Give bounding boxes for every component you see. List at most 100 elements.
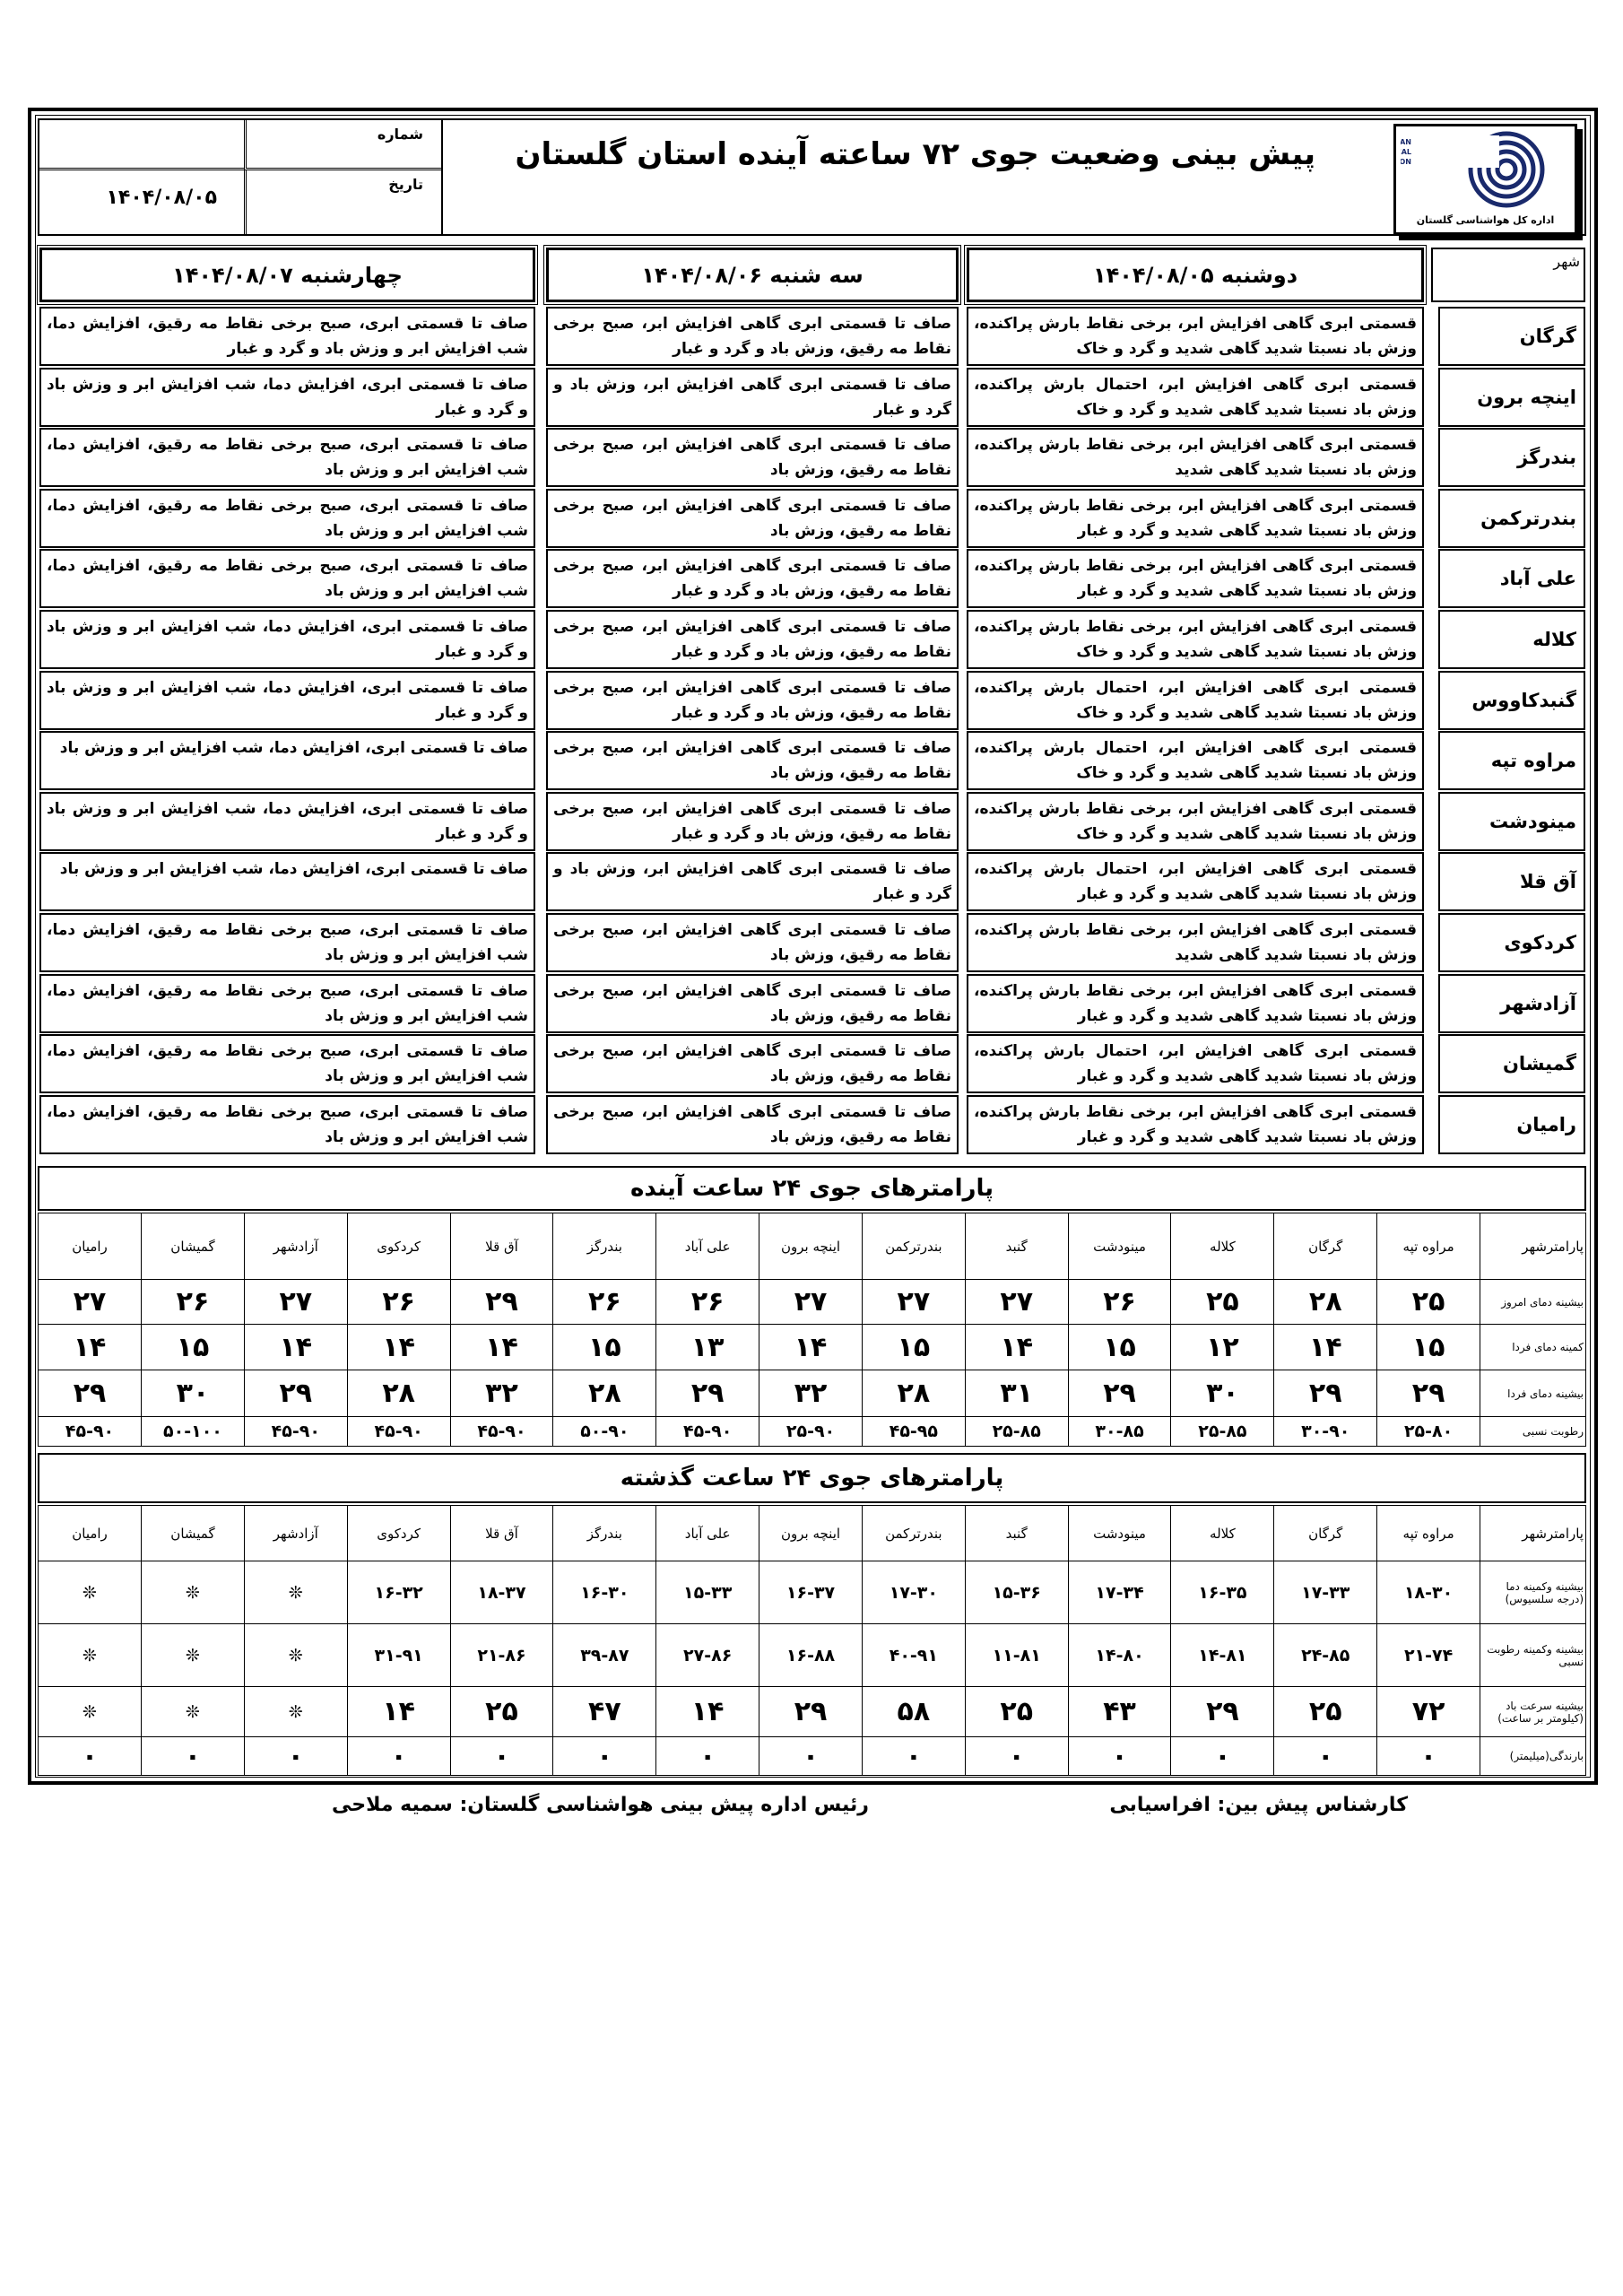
- column-header: بندرگز: [552, 1505, 657, 1561]
- table-cell: ۱۴: [37, 1324, 143, 1370]
- forecast-day1: قسمتی ابری گاهی افزایش ابر، برخی نقاط با…: [967, 428, 1424, 488]
- forecast-day3: صاف تا قسمتی ابری، افزایش دما، شب افزایش…: [39, 731, 535, 791]
- forecast-day1: قسمتی ابری گاهی افزایش ابر، برخی نقاط با…: [967, 973, 1424, 1033]
- forecast-day3: صاف تا قسمتی ابری، صبح برخی نقاط مه رقیق…: [39, 973, 535, 1033]
- day-header-3: چهارشنبه ۱۴۰۴/۰۸/۰۷: [37, 245, 538, 305]
- table-cell: ۲۷: [861, 1279, 966, 1325]
- table-cell: ۰: [759, 1736, 863, 1776]
- table-cell: ❊: [243, 1686, 348, 1737]
- forecast-row: آق قلا قسمتی ابری گاهی افزایش ابر، احتمال…: [39, 852, 1585, 913]
- city-name: بندرترکمن: [1438, 488, 1585, 548]
- table-cell: ۲۹: [1067, 1370, 1172, 1417]
- table-cell: ۳۲: [449, 1370, 554, 1417]
- table-cell: ۲۶: [552, 1279, 657, 1325]
- table-row: کمینه دمای فردا ۱۵ ۱۴ ۱۲ ۱۵ ۱۴ ۱۵ ۱۴ ۱۳ ۱۵ ۱۴ ۱۴ ۱۴ ۱…: [37, 1324, 1586, 1370]
- table-cell: ۲۹: [243, 1370, 348, 1417]
- city-name: آزادشهر: [1438, 973, 1585, 1033]
- forecast-day1: قسمتی ابری گاهی افزایش ابر، احتمال بارش …: [967, 852, 1424, 912]
- table-cell: ۱۷-۳۳: [1273, 1561, 1378, 1624]
- table-cell: ۳۰: [1170, 1370, 1275, 1417]
- forecast-day3: صاف تا قسمتی ابری، صبح برخی نقاط مه رقیق…: [39, 307, 535, 366]
- column-header: اینچه برون: [759, 1505, 863, 1561]
- table-cell: ۲۵: [964, 1686, 1069, 1737]
- table-row: بیشینه وکمینه دما (درجه سلسیوس) ۱۸-۳۰ ۱۷-۳…: [37, 1561, 1586, 1624]
- table-cell: ۱۶-۳۰: [552, 1561, 657, 1624]
- forecast-day3: صاف تا قسمتی ابری، افزایش دما، شب افزایش…: [39, 670, 535, 730]
- forecast-day3: صاف تا قسمتی ابری، افزایش دما، شب افزایش…: [39, 609, 535, 669]
- column-header: پارامترشهر: [1480, 1505, 1586, 1561]
- column-header: مینودشت: [1067, 1213, 1172, 1280]
- row-label: کمینه دمای فردا: [1480, 1324, 1586, 1370]
- forecast-day2: صاف تا قسمتی ابری گاهی افزایش ابر، صبح ب…: [546, 428, 959, 488]
- forecast-row: بندرترکمن قسمتی ابری گاهی افزایش ابر، برخ…: [39, 488, 1585, 550]
- table-cell: ۳۰-۹۰: [1273, 1416, 1378, 1447]
- table-cell: ۲۵-۸۵: [1170, 1416, 1275, 1447]
- table-cell: ۲۵-۸۰: [1376, 1416, 1480, 1447]
- table-cell: ۰: [861, 1736, 966, 1776]
- forecast-day2: صاف تا قسمتی ابری گاهی افزایش ابر، وزش ب…: [546, 852, 959, 912]
- table-header-row: پارامترشهر مراوه تپه گرگان کلاله مینودشت گنبد…: [37, 1213, 1586, 1280]
- table-cell: ۱۶-۸۸: [759, 1623, 863, 1687]
- table-row: بیشینه وکمینه رطوبت نسبی ۲۱-۷۴ ۲۴-۸۵ ۱۴-۸۱ ۱…: [37, 1623, 1586, 1687]
- forecast-day3: صاف تا قسمتی ابری، افزایش دما، شب افزایش…: [39, 367, 535, 427]
- forecast-row: اینچه برون قسمتی ابری گاهی افزایش ابر، اح…: [39, 367, 1585, 429]
- table-cell: ۲۹: [1273, 1370, 1378, 1417]
- row-label: بیشینه وکمینه دما (درجه سلسیوس): [1480, 1561, 1586, 1624]
- forecast-day1: قسمتی ابری گاهی افزایش ابر، احتمال بارش …: [967, 670, 1424, 730]
- forecast-row: رامیان قسمتی ابری گاهی افزایش ابر، برخی ن…: [39, 1094, 1585, 1156]
- forecast-day2: صاف تا قسمتی ابری گاهی افزایش ابر، وزش ب…: [546, 367, 959, 427]
- forecast-day3: صاف تا قسمتی ابری، صبح برخی نقاط مه رقیق…: [39, 912, 535, 972]
- city-name: گمیشان: [1438, 1034, 1585, 1094]
- table-cell: ❊: [37, 1686, 143, 1737]
- column-header: گمیشان: [141, 1213, 245, 1280]
- forecast-day2: صاف تا قسمتی ابری گاهی افزایش ابر، صبح ب…: [546, 973, 959, 1033]
- table-cell: ۲۷: [759, 1279, 863, 1325]
- table-cell: ۳۲: [759, 1370, 863, 1417]
- table-cell: ❊: [37, 1561, 143, 1624]
- table-cell: ۱۵: [1376, 1324, 1480, 1370]
- table-cell: ۰: [449, 1736, 554, 1776]
- table-cell: ۰: [1376, 1736, 1480, 1776]
- day-header-1: دوشنبه ۱۴۰۴/۰۸/۰۵: [964, 245, 1427, 305]
- forecast-day2: صاف تا قسمتی ابری گاهی افزایش ابر، صبح ب…: [546, 549, 959, 609]
- forecast-row: گرگان قسمتی ابری گاهی افزایش ابر، برخی نق…: [39, 307, 1585, 368]
- forecast-day3: صاف تا قسمتی ابری، صبح برخی نقاط مه رقیق…: [39, 549, 535, 609]
- table-cell: ۲۷: [37, 1279, 143, 1325]
- column-header: آق قلا: [449, 1505, 554, 1561]
- forecast-row: گنبدکاووس قسمتی ابری گاهی افزایش ابر، احت…: [39, 670, 1585, 732]
- table-cell: ۰: [37, 1736, 143, 1776]
- city-name: گرگان: [1438, 307, 1585, 366]
- column-header: بندرترکمن: [861, 1213, 966, 1280]
- column-header: کلاله: [1170, 1213, 1275, 1280]
- forecast-day1: قسمتی ابری گاهی افزایش ابر، برخی نقاط با…: [967, 1094, 1424, 1154]
- column-header: علی آباد: [655, 1505, 760, 1561]
- table-cell: ۲۱-۸۶: [449, 1623, 554, 1687]
- table-cell: ۲۵: [1273, 1686, 1378, 1737]
- column-header: علی آباد: [655, 1213, 760, 1280]
- table-cell: ۲۸: [1273, 1279, 1378, 1325]
- column-header: آزادشهر: [243, 1505, 348, 1561]
- column-header: رامیان: [37, 1505, 143, 1561]
- forecast-day2: صاف تا قسمتی ابری گاهی افزایش ابر، صبح ب…: [546, 731, 959, 791]
- table-cell: ۱۸-۳۷: [449, 1561, 554, 1624]
- table-cell: ۲۶: [1067, 1279, 1172, 1325]
- svg-text:METEOROLOGICAL: METEOROLOGICAL: [1401, 148, 1411, 156]
- city-name: بندرگز: [1438, 428, 1585, 488]
- table-cell: ❊: [243, 1561, 348, 1624]
- meteorological-organization-logo: IRANIAN METEOROLOGICAL ORGANIZATION ادار…: [1337, 124, 1577, 235]
- head-of-forecast-name: رئیس اداره پیش بینی هواشناسی گلستان: سمی…: [332, 1794, 869, 1816]
- forecast-day2: صاف تا قسمتی ابری گاهی افزایش ابر، صبح ب…: [546, 912, 959, 972]
- column-header: گنبد: [964, 1505, 1069, 1561]
- header: IRANIAN METEOROLOGICAL ORGANIZATION ادار…: [38, 118, 1586, 236]
- table-cell: ❊: [141, 1686, 245, 1737]
- table-cell: ۱۴: [1273, 1324, 1378, 1370]
- column-header: مراوه تپه: [1376, 1213, 1480, 1280]
- city-name: مینودشت: [1438, 791, 1585, 851]
- table-cell: ۱۲: [1170, 1324, 1275, 1370]
- forecaster-name: کارشناس پیش بین: افراسیابی: [1109, 1794, 1408, 1816]
- table-row: بیشینه دمای امروز ۲۵ ۲۸ ۲۵ ۲۶ ۲۷ ۲۷ ۲۷ ۲۶ ۲۶ ۲۹ ۲۶ ۲…: [37, 1279, 1586, 1325]
- table-cell: ۳۱-۹۱: [346, 1623, 451, 1687]
- table-cell: ۴۵-۹۰: [37, 1416, 143, 1447]
- forecast-row: مراوه تپه قسمتی ابری گاهی افزایش ابر، احت…: [39, 731, 1585, 792]
- number-value: [39, 120, 244, 170]
